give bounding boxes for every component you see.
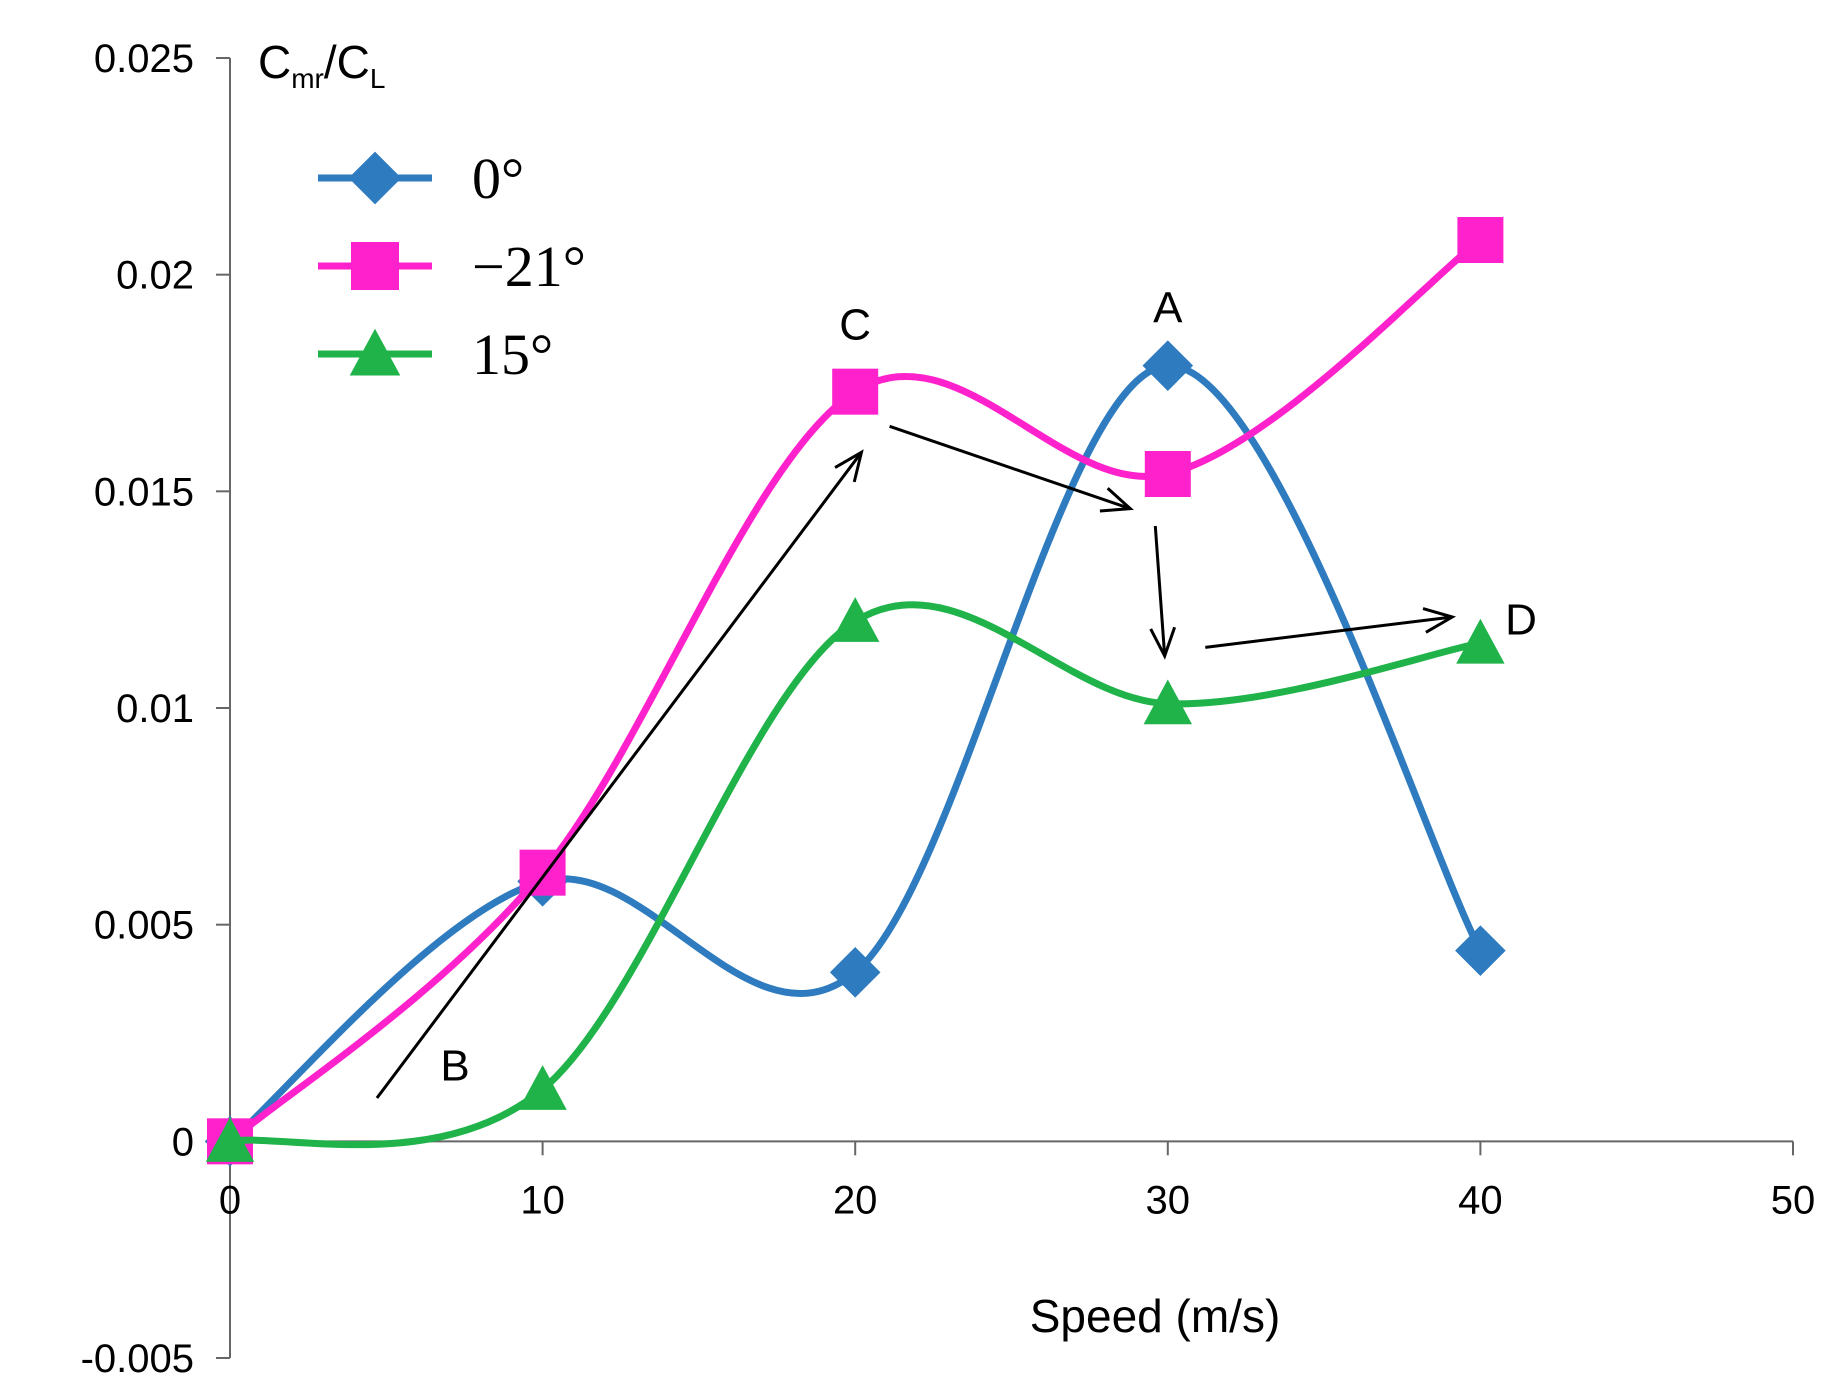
data-point xyxy=(1455,925,1506,976)
data-point xyxy=(1456,618,1505,664)
svg-text:Cmr/CL: Cmr/CL xyxy=(258,36,385,94)
annotation-labels: A B C D xyxy=(440,283,1537,1090)
legend-swatch-marker xyxy=(351,242,399,290)
annotation-label: D xyxy=(1505,595,1537,644)
annotation-label: A xyxy=(1153,283,1183,332)
x-tick-label: 10 xyxy=(520,1178,565,1222)
series-0 xyxy=(204,340,1506,1167)
y-axis-title-base1: C xyxy=(258,36,291,88)
data-point xyxy=(1144,451,1191,497)
series-layer xyxy=(204,217,1506,1167)
data-point xyxy=(1142,340,1194,391)
data-point xyxy=(1143,679,1192,725)
legend-label: 0° xyxy=(472,146,524,211)
legend-label: −21° xyxy=(472,234,586,299)
y-axis-title-slash: / xyxy=(324,36,337,88)
series-line xyxy=(227,362,1484,1145)
annotation-arrows xyxy=(375,424,1457,1099)
x-tick-label: 30 xyxy=(1146,1178,1191,1222)
y-axis-title-base2: C xyxy=(337,36,370,88)
y-tick-label: 0.01 xyxy=(116,687,194,731)
y-axis-title-sub2: L xyxy=(370,63,386,94)
legend-label: 15° xyxy=(472,322,553,387)
annotation-arrow xyxy=(375,449,864,1099)
y-axis-title: Cmr/CL xyxy=(258,36,385,94)
legend-entry: −21° xyxy=(318,234,586,299)
legend-swatch-marker xyxy=(348,151,402,205)
y-tick-label: -0.005 xyxy=(81,1337,194,1381)
y-tick-label: 0.025 xyxy=(94,37,194,81)
y-tick-label: 0.02 xyxy=(116,254,194,298)
series-1 xyxy=(207,217,1504,1165)
y-tick-label: 0.005 xyxy=(94,904,194,948)
series-line xyxy=(229,601,1482,1149)
x-tick-label: 20 xyxy=(833,1178,878,1222)
annotation-arrow xyxy=(889,424,1134,513)
legend-entry: 15° xyxy=(318,322,553,387)
x-axis-title: Speed (m/s) xyxy=(1030,1290,1281,1342)
data-point xyxy=(831,597,880,642)
series-2 xyxy=(205,597,1505,1162)
axes: -0.005 0 0.005 0.01 0.015 0.02 0.025 0 10 20 30 40 5… xyxy=(81,37,1816,1381)
legend: 0° −21° 15° xyxy=(318,146,586,387)
legend-swatch-marker xyxy=(349,328,401,376)
x-tick-label: 0 xyxy=(219,1178,241,1222)
annotation-arrow xyxy=(1149,525,1177,660)
data-point xyxy=(518,1065,567,1110)
x-tick-label: 50 xyxy=(1771,1178,1816,1222)
data-point xyxy=(829,947,881,998)
data-point xyxy=(1457,217,1504,263)
annotation-label: C xyxy=(839,301,871,350)
y-tick-label: 0.015 xyxy=(94,470,194,514)
data-point xyxy=(832,368,879,415)
y-axis-title-sub1: mr xyxy=(291,63,324,94)
data-point xyxy=(205,1117,255,1162)
annotation-arrow xyxy=(1205,607,1457,649)
annotation-label: B xyxy=(440,1042,469,1091)
legend-entry: 0° xyxy=(318,146,524,211)
x-tick-label: 40 xyxy=(1458,1178,1503,1222)
y-tick-label: 0 xyxy=(172,1120,194,1164)
